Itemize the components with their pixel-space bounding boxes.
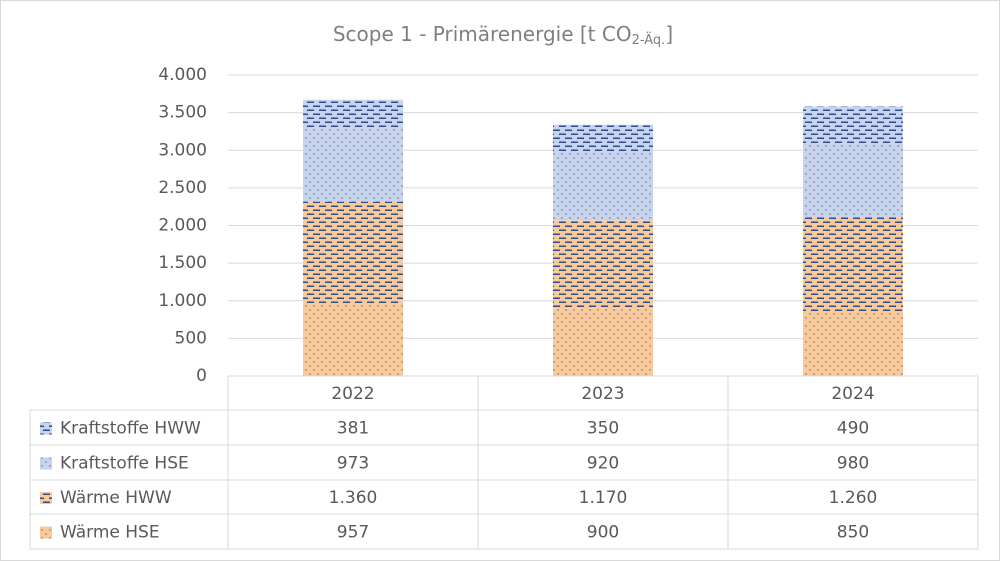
x-tick-label: 2023	[581, 384, 624, 404]
y-tick-label: 3.000	[158, 140, 207, 160]
y-tick-label: 4.000	[158, 65, 207, 85]
bar-segment	[553, 308, 653, 376]
table-value: 490	[837, 419, 869, 439]
title-text: Scope 1 - Primärenergie [t CO	[333, 22, 632, 46]
title-end: ]	[665, 22, 673, 46]
bar-segment	[303, 303, 403, 376]
bar-segment	[303, 128, 403, 202]
title-subscript: 2-Äq.	[632, 32, 666, 48]
legend-label: Kraftstoffe HSE	[60, 454, 189, 474]
table-value: 350	[587, 419, 619, 439]
legend-label: Kraftstoffe HWW	[60, 419, 201, 439]
bar-segment	[553, 124, 653, 152]
legend-key	[40, 457, 52, 470]
table-value: 900	[587, 523, 619, 543]
table-value: 980	[837, 454, 869, 474]
y-tick-label: 0	[196, 366, 207, 386]
legend-key	[40, 492, 52, 504]
y-tick-label: 500	[175, 328, 207, 348]
bar-segment	[303, 201, 403, 304]
bar-segment	[803, 312, 903, 376]
legend-key	[40, 422, 52, 435]
legend-label: Wärme HWW	[60, 488, 172, 508]
y-tick-label: 1.500	[158, 253, 207, 273]
table-value: 973	[337, 454, 369, 474]
x-tick-label: 2022	[331, 384, 374, 404]
y-tick-label: 3.500	[158, 103, 207, 123]
table-value: 381	[337, 419, 369, 439]
table-value: 1.260	[829, 488, 878, 508]
legend-key	[40, 526, 52, 539]
table-value: 850	[837, 523, 869, 543]
bar-segment	[803, 106, 903, 144]
table-value: 1.360	[329, 488, 378, 508]
bar-segment	[553, 151, 653, 221]
y-tick-label: 1.000	[158, 291, 207, 311]
table-value: 957	[337, 523, 369, 543]
bar-segment	[553, 220, 653, 309]
legend-label: Wärme HSE	[60, 523, 160, 543]
x-tick-label: 2024	[831, 384, 874, 404]
y-tick-label: 2.000	[158, 216, 207, 236]
bar-segment	[803, 143, 903, 218]
y-tick-label: 2.500	[158, 178, 207, 198]
table-value: 920	[587, 454, 619, 474]
chart-title: Scope 1 - Primärenergie [t CO2-Äq.]	[333, 22, 673, 48]
bar-segment	[303, 99, 403, 129]
bar-segment	[803, 217, 903, 313]
table-value: 1.170	[579, 488, 628, 508]
